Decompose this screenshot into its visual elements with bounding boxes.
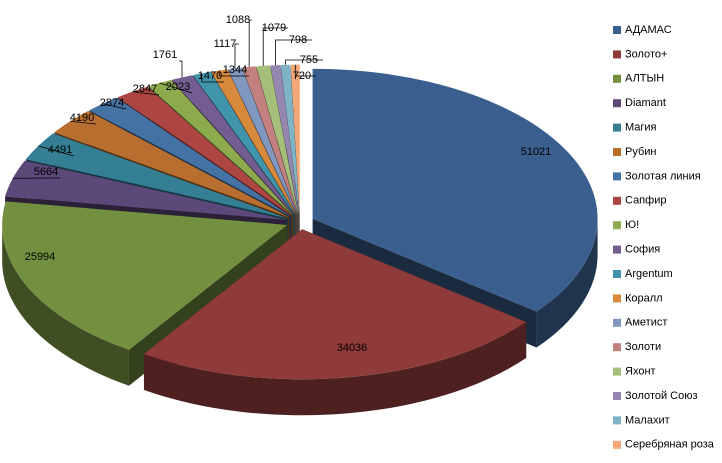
pie-slice — [2, 201, 288, 350]
pie-slice — [54, 111, 290, 218]
data-label: 1088 — [226, 14, 250, 26]
pie-slice — [143, 229, 527, 380]
leader-line — [159, 82, 193, 94]
legend-swatch — [613, 50, 621, 59]
data-label: 1079 — [262, 22, 286, 34]
legend-swatch — [613, 294, 621, 303]
legend-label: София — [625, 244, 660, 256]
data-label: 51021 — [521, 146, 552, 158]
legend-label: Сапфир — [625, 195, 666, 207]
pie-slice — [312, 68, 598, 312]
pie-slice — [148, 80, 294, 216]
pie-slice-side — [536, 218, 598, 348]
pie-slice — [228, 67, 297, 215]
legend-label: Малахит — [625, 414, 670, 426]
legend-label: Аметист — [625, 317, 667, 329]
leader-line — [218, 70, 249, 77]
pie-slice — [25, 133, 288, 219]
pie-slice-side — [143, 322, 527, 416]
legend-swatch — [613, 392, 621, 400]
data-label: 2847 — [133, 83, 157, 95]
legend-swatch — [613, 26, 621, 34]
pie-slice-side — [2, 224, 129, 386]
legend-swatch — [613, 196, 621, 205]
legend-swatch — [613, 318, 621, 327]
legend-swatch — [613, 270, 621, 278]
pie-slice — [171, 75, 295, 216]
pie-slice — [89, 97, 291, 217]
data-label: 2023 — [166, 81, 190, 93]
legend-label: АДАМАС — [625, 24, 672, 36]
data-label: 798 — [289, 34, 307, 46]
legend-swatch — [613, 74, 621, 83]
leader-line — [262, 27, 288, 66]
leader-line — [38, 145, 75, 157]
legend-label: Ю! — [625, 219, 639, 231]
legend-swatch — [613, 221, 621, 230]
legend-swatch — [613, 245, 621, 254]
pie-slice — [117, 86, 293, 216]
data-label: 4190 — [70, 112, 94, 124]
legend-label: АЛТЫН — [625, 73, 664, 85]
leader-line — [132, 91, 160, 96]
pie-slice — [256, 65, 299, 215]
legend-label: Золото+ — [625, 48, 667, 60]
legend-swatch — [613, 172, 621, 181]
pie-tops — [2, 64, 598, 380]
legend-swatch — [613, 148, 621, 156]
legend-label: Argentum — [625, 268, 673, 280]
legend-label: Золоти — [625, 341, 661, 353]
data-label: 1117 — [214, 38, 237, 50]
data-label: 1344 — [223, 64, 247, 76]
leader-line — [70, 120, 97, 125]
leader-line — [248, 19, 252, 67]
pie-slice — [211, 69, 297, 215]
pie-slice — [193, 71, 296, 216]
data-label: 5664 — [34, 166, 58, 178]
legend-label: Магия — [625, 122, 657, 134]
leader-line — [285, 59, 323, 65]
legend-label: Серебряная роза — [625, 439, 715, 451]
leader-line — [294, 64, 316, 77]
data-label: 4491 — [48, 144, 72, 156]
data-label: 1761 — [153, 49, 177, 61]
data-label: 1470 — [198, 70, 222, 82]
leader-line — [179, 60, 183, 78]
data-label: 2874 — [100, 97, 124, 109]
legend-label: Золотая линия — [625, 170, 701, 182]
legend-swatch — [613, 99, 621, 108]
leader-line — [102, 103, 127, 110]
legend-swatch — [613, 367, 621, 376]
pie-slice — [270, 64, 299, 215]
data-label: 755 — [300, 54, 318, 66]
pie-slice — [280, 64, 300, 215]
legend-label: Яхонт — [625, 366, 656, 378]
legend-label: Diamant — [625, 97, 666, 109]
data-label: 720 — [293, 70, 311, 82]
legend-swatch — [613, 343, 621, 352]
pie-slice — [5, 160, 287, 220]
leader-line — [234, 43, 239, 69]
pie-slice — [242, 66, 298, 215]
leader-line — [201, 73, 224, 83]
legend-label: Коралл — [625, 292, 663, 304]
legend-label: Золотой Союз — [625, 390, 698, 402]
leader-line — [275, 39, 312, 66]
legend-swatch — [613, 416, 621, 425]
data-label: 25994 — [25, 251, 56, 263]
legend-swatch — [613, 123, 621, 132]
data-label: 34036 — [337, 342, 368, 354]
legend-swatch — [613, 440, 621, 449]
legend-label: Рубин — [625, 146, 656, 158]
pie-slice — [290, 64, 300, 215]
